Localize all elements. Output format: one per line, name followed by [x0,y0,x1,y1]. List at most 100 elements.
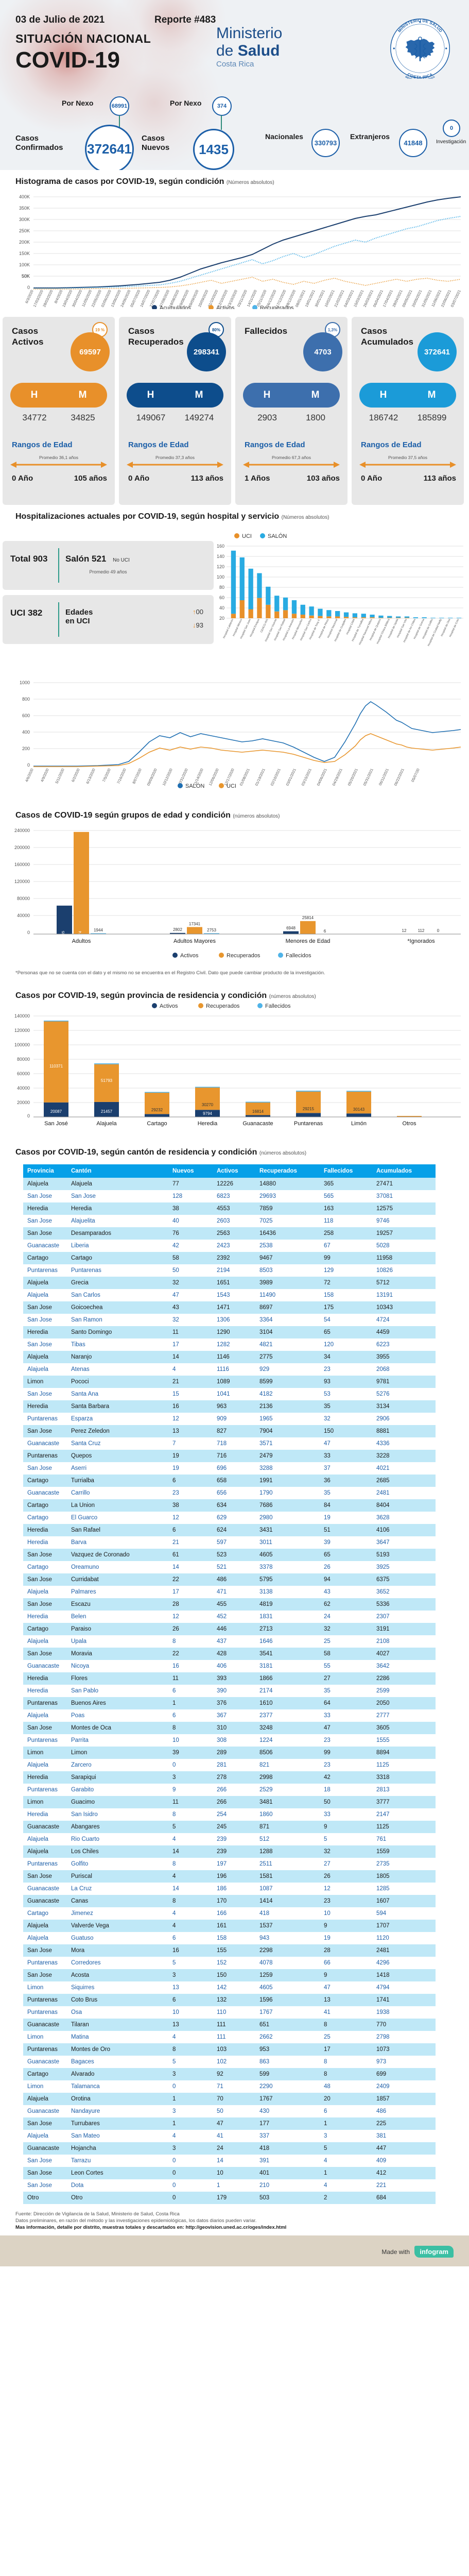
svg-text:25814: 25814 [302,916,314,920]
svg-text:1944: 1944 [94,928,103,933]
svg-text:140000: 140000 [14,1013,30,1019]
svg-text:Fallecidos: Fallecidos [265,1003,291,1009]
svg-text:300K: 300K [19,217,30,222]
svg-text:0: 0 [27,930,30,935]
svg-text:03/01/2021: 03/01/2021 [285,768,297,786]
svg-text:Guanacaste: Guanacaste [242,1121,273,1127]
svg-text:0: 0 [27,285,30,290]
svg-text:Limón: Limón [351,1121,367,1127]
svg-text:30143: 30143 [353,1107,365,1112]
svg-text:06/11/2021: 06/11/2021 [378,768,390,786]
svg-text:80: 80 [219,585,224,590]
svg-text:120000: 120000 [14,879,30,884]
svg-text:30270: 30270 [202,1103,214,1107]
svg-text:200000: 200000 [14,845,30,850]
svg-text:4/6/2020: 4/6/2020 [24,768,34,783]
svg-text:Recuperados: Recuperados [206,1003,240,1009]
svg-text:01/08/2021: 01/08/2021 [238,768,250,786]
svg-text:Menores de Edad: Menores de Edad [286,938,331,944]
svg-text:29232: 29232 [151,1108,163,1112]
svg-text:Alajuela: Alajuela [96,1121,117,1127]
svg-text:0: 0 [27,1113,30,1118]
svg-text:350K: 350K [19,206,30,211]
svg-text:0: 0 [27,762,30,768]
svg-text:40000: 40000 [17,1086,30,1091]
svg-text:05/07/20: 05/07/20 [410,768,421,783]
svg-text:CEACO-INS: CEACO-INS [260,618,269,633]
svg-text:2753: 2753 [207,928,216,933]
svg-text:04/29/2021: 04/29/2021 [331,768,343,786]
svg-text:200: 200 [22,746,30,751]
svg-text:2802: 2802 [173,927,182,932]
svg-text:Otros: Otros [403,1121,416,1127]
svg-text:112: 112 [418,928,425,933]
svg-text:8/07/2020: 8/07/2020 [131,768,143,785]
svg-text:1000: 1000 [20,680,30,685]
svg-text:51793: 51793 [101,1078,113,1083]
svg-text:Fallecidos: Fallecidos [286,953,311,959]
svg-text:800: 800 [22,697,30,702]
svg-text:7/5/2020: 7/5/2020 [101,768,112,783]
svg-text:6/13/2020: 6/13/2020 [85,768,96,785]
svg-text:12: 12 [402,928,407,933]
svg-text:0: 0 [437,928,440,933]
svg-text:100: 100 [217,574,224,580]
svg-text:01/19/2021: 01/19/2021 [254,768,266,786]
svg-text:80000: 80000 [17,896,30,901]
svg-text:40: 40 [219,605,224,611]
svg-text:San José: San José [44,1121,68,1127]
svg-text:400K: 400K [19,194,30,199]
svg-text:Adultos Mayores: Adultos Mayores [173,938,216,944]
svg-text:12/06/2020: 12/06/2020 [207,768,219,786]
svg-text:Cartago: Cartago [147,1121,167,1127]
svg-text:17341: 17341 [189,922,201,926]
svg-text:16814: 16814 [252,1109,264,1114]
svg-text:09/09/2020: 09/09/2020 [146,768,158,786]
svg-text:SALÓN: SALÓN [268,533,287,539]
svg-text:100000: 100000 [14,1042,30,1047]
svg-text:8/4/2020: 8/4/2020 [53,289,63,304]
svg-text:120000: 120000 [14,1028,30,1033]
svg-text:40000: 40000 [17,913,30,918]
svg-text:6948: 6948 [286,926,296,930]
svg-text:400: 400 [22,730,30,735]
svg-text:21457: 21457 [101,1109,113,1114]
svg-text:SALÓN: SALÓN [185,783,204,789]
svg-text:Puntarenas: Puntarenas [294,1121,323,1127]
svg-text:7/16/2020: 7/16/2020 [116,768,127,785]
svg-text:50K: 50K [22,274,30,279]
svg-text:60000: 60000 [17,1071,30,1076]
svg-text:200K: 200K [19,240,30,245]
svg-text:6/2/2020: 6/2/2020 [71,768,81,783]
svg-text:Activos: Activos [180,953,199,959]
svg-text:10/12/2020: 10/12/2020 [161,768,173,786]
svg-text:Hospital CIMA: Hospital CIMA [346,618,356,635]
svg-text:20000: 20000 [17,1100,30,1105]
svg-text:Heredia: Heredia [198,1121,218,1127]
svg-text:UCI: UCI [242,533,252,539]
svg-text:5/11/2020: 5/11/2020 [54,768,65,784]
svg-text:240000: 240000 [14,828,30,833]
svg-text:Activos: Activos [160,1003,178,1009]
svg-text:Recuperados: Recuperados [227,953,260,959]
svg-text:04/06/2021: 04/06/2021 [316,768,327,786]
svg-text:*Ignorados: *Ignorados [407,938,435,944]
svg-text:60: 60 [219,595,224,600]
svg-text:80000: 80000 [17,1057,30,1062]
svg-text:UCI: UCI [227,783,236,789]
svg-text:600: 600 [22,713,30,718]
svg-text:160000: 160000 [14,862,30,867]
svg-text:150K: 150K [19,251,30,256]
svg-text:05/31/2021: 05/31/2021 [362,768,374,786]
svg-text:160: 160 [217,544,224,549]
svg-text:02/10/2021: 02/10/2021 [269,768,281,786]
svg-text:59835: 59835 [61,931,65,942]
svg-text:Adultos: Adultos [72,938,91,944]
svg-text:20: 20 [219,616,224,621]
svg-text:29215: 29215 [303,1107,315,1111]
svg-text:6: 6 [324,929,326,934]
svg-text:4/9/2020: 4/9/2020 [40,768,50,783]
svg-text:250K: 250K [19,228,30,233]
svg-text:06/22/2021: 06/22/2021 [393,768,405,786]
svg-text:20087: 20087 [50,1109,62,1114]
